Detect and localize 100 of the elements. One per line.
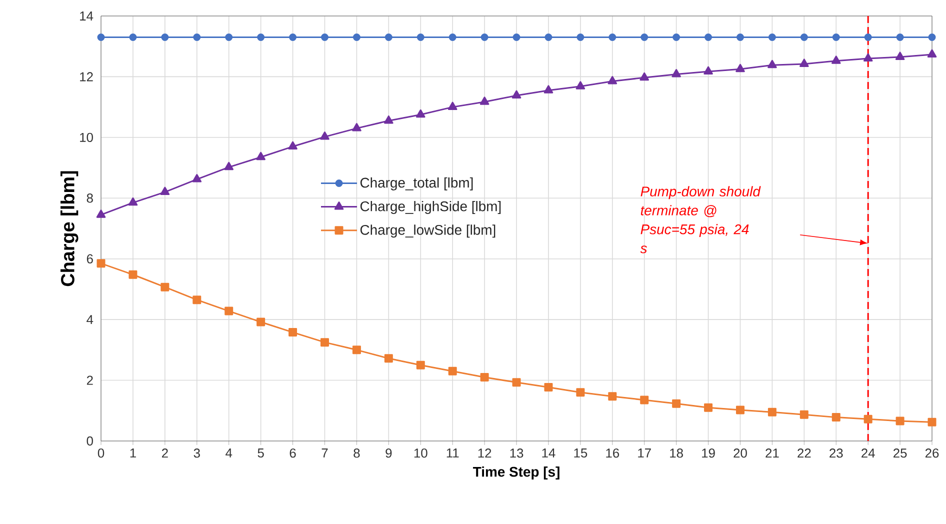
point <box>928 418 936 426</box>
x-tick-label: 9 <box>386 448 392 458</box>
y-tick-label: 4 <box>86 315 94 324</box>
x-tick-label: 25 <box>894 448 907 458</box>
point <box>608 76 618 84</box>
point <box>257 33 265 41</box>
point <box>927 49 937 58</box>
point <box>192 296 202 304</box>
point <box>736 33 744 41</box>
point <box>416 109 426 118</box>
x-tick-label: 21 <box>766 448 779 458</box>
point <box>129 33 137 41</box>
x-tick-label: 18 <box>670 448 683 458</box>
point <box>608 33 616 41</box>
y-tick-label: 14 <box>80 12 94 20</box>
point <box>448 102 458 110</box>
point <box>480 33 488 41</box>
x-tick-label: 8 <box>354 448 360 458</box>
point <box>768 408 776 416</box>
point <box>672 69 681 78</box>
ref-line-label: Pump-down should terminate @ Psuc=55 psia, 24 s <box>640 186 761 254</box>
point <box>128 270 138 279</box>
point <box>160 186 170 196</box>
y-tick-label: 0 <box>86 436 93 446</box>
point <box>225 33 233 41</box>
x-tick-label: 19 <box>702 448 715 458</box>
point <box>800 410 808 419</box>
point <box>736 64 745 72</box>
point <box>288 141 298 150</box>
point <box>352 346 361 354</box>
x-tick-label: 11 <box>446 448 459 458</box>
point <box>96 210 106 218</box>
y-tick-label: 8 <box>86 194 93 203</box>
point <box>768 60 777 68</box>
point <box>352 33 360 41</box>
x-tick-label: 10 <box>414 448 428 458</box>
point <box>576 33 584 41</box>
x-tick-label: 15 <box>574 448 588 458</box>
point <box>161 33 169 41</box>
x-tick-label: 14 <box>542 448 556 458</box>
point <box>320 338 329 347</box>
x-tick-label: 3 <box>194 448 200 458</box>
point <box>480 372 489 382</box>
point <box>896 416 904 426</box>
point <box>640 396 649 404</box>
y-tick-label: 2 <box>86 376 93 385</box>
x-tick-label: 22 <box>798 448 811 458</box>
x-tick-label: 16 <box>606 448 620 458</box>
x-tick-label: 0 <box>98 448 104 458</box>
point <box>256 152 266 160</box>
legend-label: Charge_lowSide [lbm] <box>360 224 496 238</box>
x-tick-label: 4 <box>226 448 232 458</box>
point <box>224 162 234 170</box>
point <box>448 33 456 41</box>
point <box>352 123 362 132</box>
x-tick-label: 7 <box>322 448 328 458</box>
point <box>544 85 554 94</box>
point <box>193 33 201 41</box>
point <box>224 306 234 316</box>
y-tick-label: 12 <box>80 72 93 82</box>
point <box>768 33 776 41</box>
x-tick-label: 13 <box>510 448 524 458</box>
point <box>576 81 586 90</box>
legend-label: Charge_total [lbm] <box>360 177 473 190</box>
point <box>96 259 106 268</box>
point <box>832 33 840 41</box>
y-tick-label: 10 <box>80 132 93 142</box>
point <box>160 282 170 292</box>
point <box>544 33 552 41</box>
point <box>320 33 328 41</box>
point <box>544 383 553 392</box>
point <box>288 328 298 337</box>
point <box>384 115 394 124</box>
point <box>704 403 713 412</box>
x-tick-label: 20 <box>734 448 747 458</box>
point <box>896 33 904 41</box>
legend-label: Charge_highSide [lbm] <box>360 201 501 214</box>
point <box>192 174 202 182</box>
point <box>672 399 681 408</box>
point <box>928 33 936 41</box>
x-tick-label: 6 <box>290 448 296 458</box>
point <box>480 96 490 105</box>
point <box>704 33 712 41</box>
point <box>320 132 330 140</box>
point <box>864 414 872 424</box>
x-tick-label: 23 <box>830 448 843 458</box>
point <box>448 366 457 376</box>
point <box>97 33 105 41</box>
point <box>832 413 840 422</box>
point <box>800 33 808 41</box>
point <box>864 33 872 41</box>
x-tick-label: 5 <box>258 448 264 458</box>
point <box>608 392 617 401</box>
y-tick-label: 6 <box>86 254 93 264</box>
point <box>863 53 873 62</box>
x-tick-label: 24 <box>862 448 875 458</box>
x-tick-label: 17 <box>638 448 651 458</box>
point <box>640 72 650 81</box>
point <box>384 354 393 363</box>
point <box>128 197 138 206</box>
